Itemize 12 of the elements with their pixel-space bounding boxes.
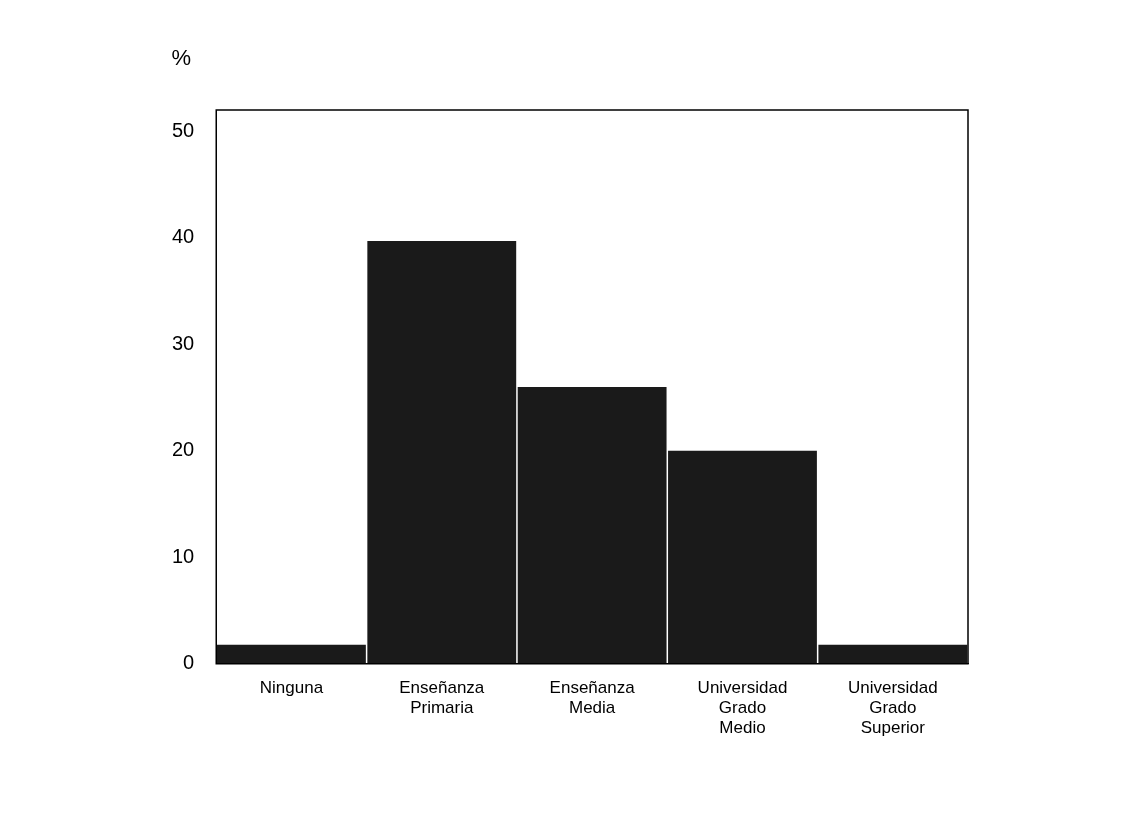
y-tick-label: 0 xyxy=(183,651,195,674)
x-tick-label: Universidad Grado Medio xyxy=(697,677,788,738)
x-tick-label: Ninguna xyxy=(259,677,324,697)
y-tick-label: 50 xyxy=(172,118,195,141)
y-tick-label: 10 xyxy=(172,544,195,567)
y-axis-title: % xyxy=(171,45,192,71)
y-tick-label: 40 xyxy=(172,225,195,248)
y-tick-label: 30 xyxy=(172,331,195,354)
x-tick-label: Universidad Grado Superior xyxy=(847,677,938,738)
x-tick-label: Enseñanza Media xyxy=(549,677,636,718)
x-tick-label: Enseñanza Primaria xyxy=(399,677,485,718)
y-tick-label: 20 xyxy=(172,438,195,461)
